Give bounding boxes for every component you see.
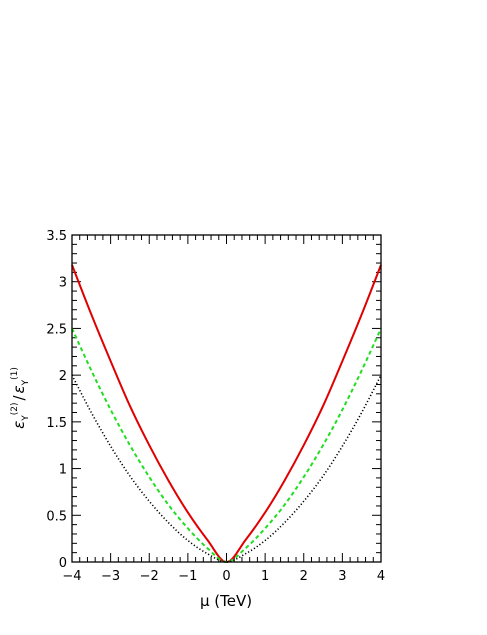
y-tick-label: 2 bbox=[59, 369, 67, 384]
y-label-slash: / bbox=[10, 395, 28, 401]
y-label-sub-numerator: Υ bbox=[21, 415, 31, 422]
x-axis-label: μ (TeV) bbox=[200, 592, 252, 610]
y-label-sup-denominator: (1) bbox=[10, 367, 20, 380]
x-tick-label: −4 bbox=[62, 569, 81, 584]
x-tick-label: −3 bbox=[101, 569, 120, 584]
series-line-dotted bbox=[71, 374, 382, 563]
series-line-dashed bbox=[71, 328, 382, 564]
tick-marks bbox=[71, 234, 382, 563]
y-tick-label: 0 bbox=[59, 556, 67, 571]
y-label-sup-numerator: (2) bbox=[10, 403, 20, 416]
y-label-epsilon-numerator: ε bbox=[10, 421, 28, 429]
plot-frame bbox=[71, 234, 382, 563]
series-line-solid bbox=[71, 264, 382, 564]
y-label-sub-denominator: Υ bbox=[21, 379, 31, 386]
y-tick-label: 1 bbox=[59, 463, 67, 478]
y-tick-labels: 0 0.5 1 1.5 2 2.5 3 3.5 bbox=[46, 229, 67, 571]
y-tick-label: 3 bbox=[59, 276, 67, 291]
x-tick-label: 0 bbox=[222, 569, 230, 584]
x-tick-label: 3 bbox=[338, 569, 346, 584]
y-axis-label: εΥ(2)/εΥ(1) bbox=[10, 367, 31, 429]
x-tick-labels: −4 −3 −2 −1 0 1 2 3 4 bbox=[62, 569, 385, 584]
series-layer bbox=[71, 264, 382, 564]
y-tick-label: 3.5 bbox=[46, 229, 67, 244]
x-tick-label: 4 bbox=[377, 569, 385, 584]
y-tick-label: 1.5 bbox=[46, 416, 67, 431]
y-tick-label: 0.5 bbox=[46, 509, 67, 524]
x-tick-label: −2 bbox=[140, 569, 159, 584]
y-tick-label: 2.5 bbox=[46, 322, 67, 337]
svg-text:εΥ(2)/εΥ(1): εΥ(2)/εΥ(1) bbox=[10, 367, 31, 429]
x-tick-label: 2 bbox=[300, 569, 308, 584]
x-tick-label: 1 bbox=[261, 569, 269, 584]
x-tick-label: −1 bbox=[178, 569, 197, 584]
y-label-epsilon-denominator: ε bbox=[10, 385, 28, 393]
